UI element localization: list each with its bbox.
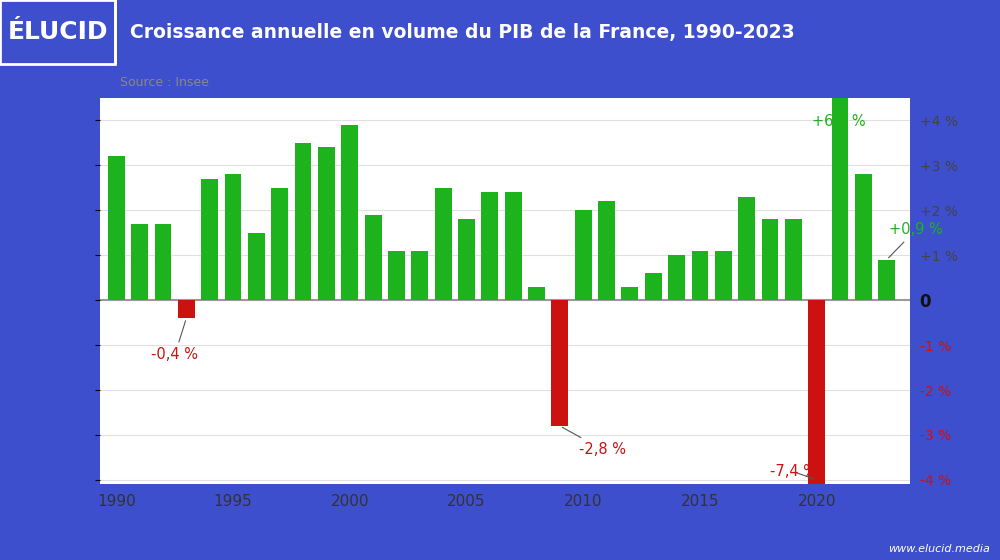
Bar <box>785 220 802 300</box>
Bar <box>178 300 195 318</box>
Bar <box>692 251 708 300</box>
Text: Source : Insee: Source : Insee <box>120 76 209 90</box>
Bar <box>435 188 452 300</box>
Bar <box>832 0 848 300</box>
Bar <box>295 143 311 300</box>
Bar <box>575 211 592 300</box>
Bar <box>201 179 218 300</box>
Bar <box>738 197 755 300</box>
Bar <box>131 224 148 300</box>
Bar <box>762 220 778 300</box>
Bar <box>388 251 405 300</box>
Bar <box>668 255 685 300</box>
Bar <box>155 224 171 300</box>
Bar <box>318 147 335 300</box>
Text: -7,4 %: -7,4 % <box>770 464 817 479</box>
Text: +6,9 %: +6,9 % <box>812 114 866 129</box>
Text: +0,9 %: +0,9 % <box>889 222 943 258</box>
Bar <box>458 220 475 300</box>
Text: -0,4 %: -0,4 % <box>151 321 198 362</box>
Bar <box>528 287 545 300</box>
Bar <box>341 125 358 300</box>
Bar <box>365 215 382 300</box>
Text: -2,8 %: -2,8 % <box>562 427 626 457</box>
Bar <box>598 202 615 300</box>
Bar <box>621 287 638 300</box>
Bar <box>645 273 662 300</box>
Bar <box>715 251 732 300</box>
Bar <box>0 0 115 64</box>
Text: ÉLUCID: ÉLUCID <box>7 20 108 44</box>
Text: Croissance annuelle en volume du PIB de la France, 1990-2023: Croissance annuelle en volume du PIB de … <box>130 23 795 41</box>
Bar <box>481 192 498 300</box>
Text: www.elucid.media: www.elucid.media <box>888 544 990 554</box>
Bar <box>808 300 825 484</box>
Bar <box>855 174 872 300</box>
Bar <box>551 300 568 426</box>
Bar <box>271 188 288 300</box>
Bar <box>878 260 895 300</box>
Bar <box>248 233 265 300</box>
Bar <box>225 174 241 300</box>
Bar <box>108 156 125 300</box>
Bar <box>505 192 522 300</box>
Bar <box>411 251 428 300</box>
